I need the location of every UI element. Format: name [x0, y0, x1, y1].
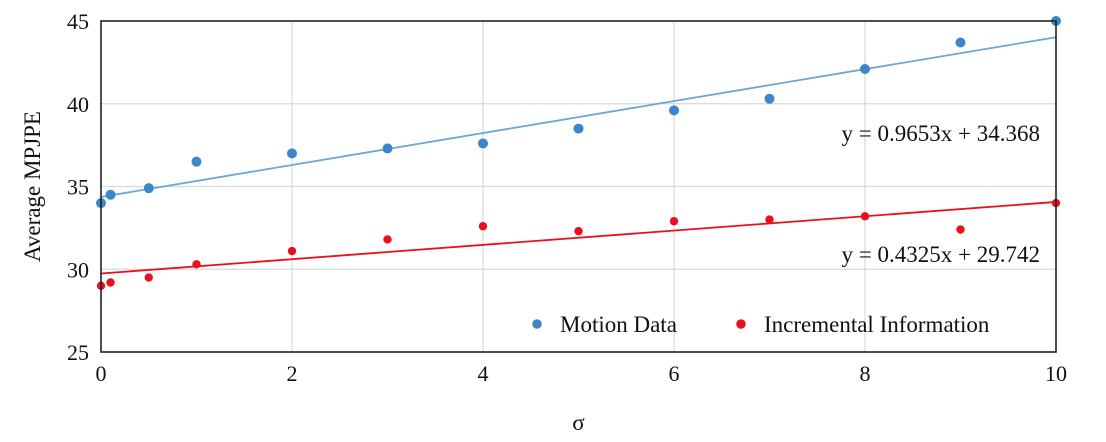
tick-labels: 0 2 4 6 8 10 25 30 35 40 45 [67, 9, 1067, 386]
x-tick-label: 0 [96, 361, 107, 386]
x-tick-label: 4 [478, 361, 489, 386]
trendline-motion-data [100, 36, 1057, 198]
gridlines [101, 21, 1056, 352]
legend-label-incremental-information: Incremental Information [764, 312, 990, 337]
x-tick-label: 10 [1045, 361, 1067, 386]
motion-data-point [955, 37, 966, 48]
incremental-information-point [192, 260, 201, 269]
motion-data-point [382, 143, 393, 154]
motion-data-point [478, 138, 488, 149]
incremental-information-point [574, 226, 583, 236]
incremental-information-point [765, 215, 774, 224]
plot-frame [100, 20, 1057, 353]
x-axis-title: σ [572, 410, 585, 435]
trendline-equation-incremental-information: y = 0.4325x + 29.742 [842, 242, 1040, 267]
motion-data-point [573, 123, 584, 134]
incremental-information-point [383, 235, 392, 244]
motion-data-point [287, 148, 297, 159]
trendline-equation-motion-data: y = 0.9653x + 34.368 [842, 121, 1040, 146]
motion-data-point [191, 156, 202, 167]
motion-data-point [860, 63, 870, 74]
legend-marker-motion-data [532, 319, 542, 329]
x-tick-label: 2 [287, 361, 298, 386]
y-tick-label: 40 [67, 92, 89, 117]
trendline-incremental-information [100, 201, 1057, 275]
incremental-information-point [478, 222, 488, 231]
incremental-information-point [144, 273, 153, 282]
y-tick-label: 30 [67, 257, 89, 282]
incremental-information-point [860, 212, 870, 221]
motion-data-point [669, 105, 679, 116]
x-tick-label: 6 [669, 361, 680, 386]
data-points [96, 16, 1061, 290]
incremental-information-point [287, 246, 297, 256]
legend-marker-incremental-information [736, 319, 746, 329]
equation-labels: y = 0.9653x + 34.368 y = 0.4325x + 29.742 [842, 121, 1040, 267]
motion-data-point [143, 183, 154, 194]
incremental-information-point [669, 217, 679, 226]
y-tick-label: 25 [67, 340, 89, 365]
incremental-information-point [106, 278, 115, 287]
incremental-information-point [956, 225, 965, 234]
legend: Motion Data Incremental Information [532, 312, 990, 337]
y-tick-label: 35 [67, 175, 89, 200]
motion-data-point [764, 93, 775, 104]
motion-data-point [105, 189, 116, 200]
trendlines [100, 36, 1057, 275]
x-tick-label: 8 [860, 361, 871, 386]
y-tick-label: 45 [67, 9, 89, 34]
y-axis-title: Average MPJPE [20, 111, 45, 262]
legend-label-motion-data: Motion Data [560, 312, 677, 337]
